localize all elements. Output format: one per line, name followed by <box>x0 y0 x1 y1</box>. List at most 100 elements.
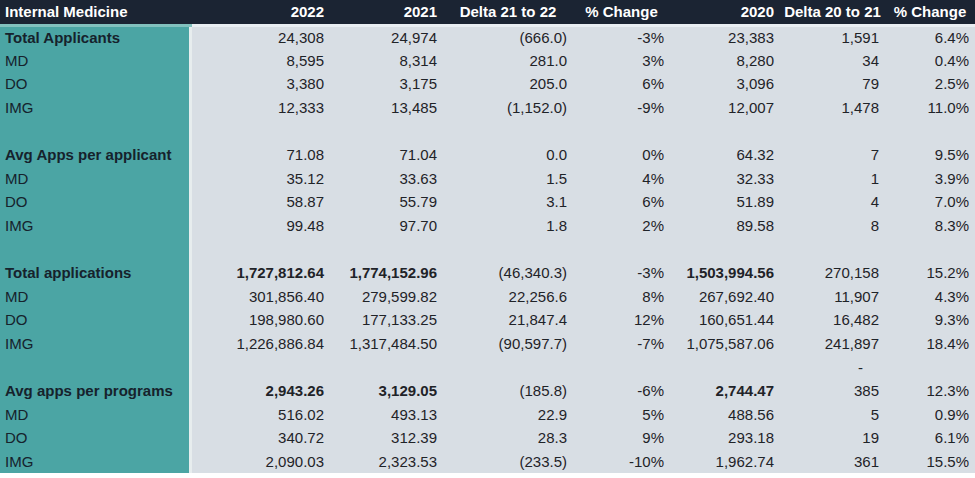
cell <box>885 237 975 261</box>
row-label: Total Applicants <box>0 25 190 49</box>
table-row: Avg Apps per applicant71.0871.040.00%64.… <box>0 143 975 167</box>
row-label: IMG <box>0 450 190 474</box>
cell: 15.2% <box>885 261 975 285</box>
cell: 89.58 <box>670 214 780 238</box>
row-label: IMG <box>0 96 190 120</box>
cell: 7.0% <box>885 190 975 214</box>
cell <box>330 237 443 261</box>
cell: 24,974 <box>330 25 443 49</box>
cell: 0.9% <box>885 403 975 427</box>
cell: -6% <box>573 379 670 403</box>
cell: 11.0% <box>885 96 975 120</box>
cell: 79 <box>780 72 885 96</box>
cell <box>885 119 975 143</box>
cell: 1,727,812.64 <box>190 261 330 285</box>
cell: 0% <box>573 143 670 167</box>
cell: (185.8) <box>443 379 573 403</box>
cell: 22,256.6 <box>443 285 573 309</box>
cell <box>443 237 573 261</box>
cell <box>443 119 573 143</box>
cell: -10% <box>573 450 670 474</box>
table-row: Total Applicants24,30824,974(666.0)-3%23… <box>0 25 975 49</box>
cell: 160,651.44 <box>670 308 780 332</box>
cell: 1,962.74 <box>670 450 780 474</box>
cell: 3.9% <box>885 167 975 191</box>
cell: 8,595 <box>190 49 330 73</box>
cell: 33.63 <box>330 167 443 191</box>
table-row: DO58.8755.793.16%51.8947.0% <box>0 190 975 214</box>
cell: 1,503,994.56 <box>670 261 780 285</box>
cell: 7 <box>780 143 885 167</box>
cell: 12.3% <box>885 379 975 403</box>
cell: 3,380 <box>190 72 330 96</box>
row-label: IMG <box>0 332 190 356</box>
table-row: IMG12,33313,485(1,152.0)-9%12,0071,47811… <box>0 96 975 120</box>
cell: 0.4% <box>885 49 975 73</box>
cell: 2,323.53 <box>330 450 443 474</box>
cell: 21,847.4 <box>443 308 573 332</box>
cell: 267,692.40 <box>670 285 780 309</box>
table-row: IMG2,090.032,323.53(233.5)-10%1,962.7436… <box>0 450 975 474</box>
cell: 293.18 <box>670 426 780 450</box>
cell: 1,774,152.96 <box>330 261 443 285</box>
column-header: % Change <box>885 0 975 25</box>
row-label: MD <box>0 403 190 427</box>
cell: 24,308 <box>190 25 330 49</box>
cell: 16,482 <box>780 308 885 332</box>
cell: 32.33 <box>670 167 780 191</box>
cell: 6.4% <box>885 25 975 49</box>
cell: 71.08 <box>190 143 330 167</box>
column-header: 2022 <box>190 0 330 25</box>
table-row: MD516.02493.1322.95%488.5650.9% <box>0 403 975 427</box>
cell: 301,856.40 <box>190 285 330 309</box>
cell: 35.12 <box>190 167 330 191</box>
cell: 22.9 <box>443 403 573 427</box>
column-header: Delta 20 to 21 <box>780 0 885 25</box>
table-row: IMG1,226,886.841,317,484.50(90,597.7)-7%… <box>0 332 975 356</box>
cell: 3,175 <box>330 72 443 96</box>
row-label: DO <box>0 308 190 332</box>
cell <box>330 355 443 379</box>
cell: 15.5% <box>885 450 975 474</box>
cell: 18.4% <box>885 332 975 356</box>
cell: 270,158 <box>780 261 885 285</box>
cell <box>670 119 780 143</box>
cell: -3% <box>573 261 670 285</box>
cell: 64.32 <box>670 143 780 167</box>
cell: 3,096 <box>670 72 780 96</box>
table-row: MD301,856.40279,599.8222,256.68%267,692.… <box>0 285 975 309</box>
cell: 11,907 <box>780 285 885 309</box>
cell: 1,075,587.06 <box>670 332 780 356</box>
table-row: DO340.72312.3928.39%293.18196.1% <box>0 426 975 450</box>
cell: 8,280 <box>670 49 780 73</box>
cell: 8 <box>780 214 885 238</box>
table-row: Avg apps per programs2,943.263,129.05(18… <box>0 379 975 403</box>
cell: 6% <box>573 190 670 214</box>
table-body: Total Applicants24,30824,974(666.0)-3%23… <box>0 25 975 473</box>
cell: 5 <box>780 403 885 427</box>
cell <box>190 119 330 143</box>
cell: 4% <box>573 167 670 191</box>
cell: (1,152.0) <box>443 96 573 120</box>
applicants-data-table: Internal Medicine20222021Delta 21 to 22%… <box>0 0 975 473</box>
row-label: MD <box>0 167 190 191</box>
cell: 55.79 <box>330 190 443 214</box>
cell: 241,897 <box>780 332 885 356</box>
cell: 493.13 <box>330 403 443 427</box>
cell <box>190 355 330 379</box>
cell: 340.72 <box>190 426 330 450</box>
cell: 2.5% <box>885 72 975 96</box>
cell <box>780 119 885 143</box>
row-label: IMG <box>0 214 190 238</box>
cell <box>573 119 670 143</box>
cell: 71.04 <box>330 143 443 167</box>
row-label: MD <box>0 285 190 309</box>
cell: 1,317,484.50 <box>330 332 443 356</box>
cell: 205.0 <box>443 72 573 96</box>
table-row: - <box>0 355 975 379</box>
row-label: MD <box>0 49 190 73</box>
table-row: MD35.1233.631.54%32.3313.9% <box>0 167 975 191</box>
cell: 28.3 <box>443 426 573 450</box>
cell: 8,314 <box>330 49 443 73</box>
cell: 1 <box>780 167 885 191</box>
